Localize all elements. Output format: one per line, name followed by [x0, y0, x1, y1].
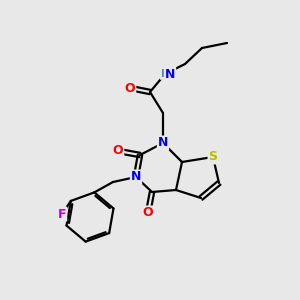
Text: O: O — [113, 145, 123, 158]
Text: N: N — [158, 136, 168, 149]
Text: O: O — [143, 206, 153, 220]
Text: N: N — [131, 170, 141, 184]
Text: S: S — [208, 151, 217, 164]
Text: O: O — [125, 82, 135, 94]
Text: N: N — [165, 68, 175, 80]
Text: H: H — [160, 69, 169, 79]
Text: F: F — [58, 208, 66, 220]
